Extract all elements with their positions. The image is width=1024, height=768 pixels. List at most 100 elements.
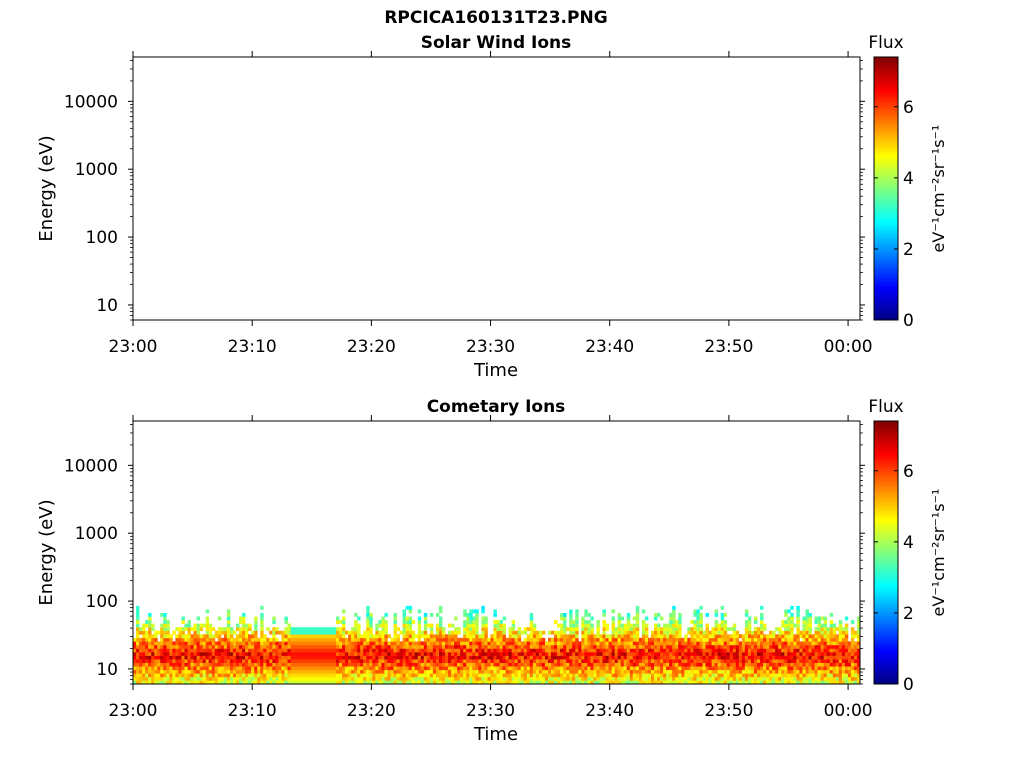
spectrogram-cell: [151, 676, 155, 681]
spectrogram-cell: [535, 644, 540, 649]
spectrogram-cell: [148, 627, 152, 632]
spectrogram-cell: [626, 669, 631, 674]
spectrogram-cell: [357, 627, 361, 632]
spectrogram-cell: [835, 644, 840, 649]
spectrogram-cell: [305, 634, 310, 639]
spectrogram-cell: [451, 623, 455, 628]
spectrogram-cell: [799, 676, 803, 681]
spectrogram-cell: [644, 676, 649, 681]
spectrogram-cell: [769, 644, 773, 649]
spectrogram-cell: [311, 673, 316, 678]
spectrogram-cell: [611, 644, 616, 649]
spectrogram-cell: [814, 669, 818, 674]
spectrogram-cell: [575, 655, 579, 660]
spectrogram-cell: [342, 637, 346, 642]
spectrogram-cell: [684, 659, 688, 663]
spectrogram-cell: [402, 630, 407, 635]
spectrogram-cell: [626, 616, 631, 621]
spectrogram-cell: [641, 644, 646, 649]
spectrogram-cell: [205, 609, 210, 614]
spectrogram-cell: [296, 673, 301, 678]
spectrogram-cell: [856, 662, 861, 667]
spectrogram-cell: [557, 655, 561, 660]
spectrogram-cell: [263, 652, 267, 656]
spectrogram-cell: [402, 659, 407, 663]
spectrogram-cell: [569, 676, 573, 681]
spectrogram-cell: [802, 627, 806, 632]
spectrogram-cell: [363, 669, 367, 674]
spectrogram-cell: [133, 666, 137, 671]
spectrogram-cell: [435, 669, 440, 674]
spectrogram-cell: [235, 644, 240, 649]
spectrogram-cell: [342, 673, 346, 678]
spectrogram-cell: [326, 666, 331, 671]
spectrogram-cell: [345, 641, 349, 646]
spectrogram-cell: [717, 623, 722, 628]
spectrogram-cell: [520, 630, 525, 635]
spectrogram-cell: [596, 627, 600, 632]
spectrogram-cell: [348, 648, 352, 653]
spectrogram-cell: [220, 644, 225, 649]
spectrogram-cell: [305, 637, 310, 642]
spectrogram-cell: [408, 630, 413, 635]
spectrogram-cell: [484, 652, 488, 656]
spectrogram-cell: [632, 669, 637, 674]
spectrogram-cell: [626, 620, 631, 624]
spectrogram-cell: [850, 620, 855, 624]
spectrogram-cell: [260, 666, 264, 671]
spectrogram-cell: [690, 676, 694, 681]
spectrogram-cell: [587, 630, 591, 635]
spectrogram-cell: [544, 673, 549, 678]
spectrogram-cell: [690, 641, 694, 646]
spectrogram-cell: [778, 634, 782, 639]
spectrogram-cell: [796, 612, 800, 617]
spectrogram-cell: [799, 659, 803, 663]
spectrogram-cell: [584, 612, 588, 617]
spectrogram-cell: [148, 612, 152, 617]
spectrogram-cell: [557, 676, 561, 681]
spectrogram-cell: [732, 680, 737, 685]
spectrogram-cell: [287, 669, 291, 674]
spectrogram-cell: [838, 641, 843, 646]
spectrogram-cell: [578, 659, 582, 663]
plot-frame: [132, 420, 861, 685]
spectrogram-cell: [681, 637, 685, 642]
spectrogram-cell: [463, 609, 467, 614]
spectrogram-cell: [175, 659, 179, 663]
spectrogram-cell: [154, 669, 158, 674]
spectrogram-cell: [481, 616, 485, 621]
spectrogram-cell: [266, 655, 270, 660]
spectrogram-cell: [142, 630, 146, 635]
spectrogram-cell: [199, 634, 204, 639]
spectrogram-cell: [817, 659, 822, 663]
spectrogram-cell: [602, 655, 606, 660]
spectrogram-cell: [790, 637, 794, 642]
spectrogram-cell: [623, 676, 628, 681]
spectrogram-cell: [448, 680, 452, 685]
spectrogram-cell: [750, 662, 755, 667]
spectrogram-cell: [496, 662, 500, 667]
spectrogram-cell: [708, 662, 712, 667]
spectrogram-cell: [620, 623, 625, 628]
spectrogram-cell: [469, 620, 473, 624]
spectrogram-cell: [605, 680, 609, 685]
spectrogram-cell: [475, 648, 479, 653]
spectrogram-cell: [632, 666, 637, 671]
spectrogram-cell: [548, 666, 552, 671]
spectrogram-cell: [647, 652, 652, 656]
spectrogram-cell: [226, 630, 231, 635]
spectrogram-cell: [411, 644, 416, 649]
spectrogram-cell: [145, 676, 149, 681]
spectrogram-cell: [538, 666, 543, 671]
spectrogram-cell: [139, 627, 143, 632]
spectrogram-cell: [496, 652, 500, 656]
spectrogram-cell: [823, 634, 828, 639]
spectrogram-cell: [505, 676, 510, 681]
spectrogram-cell: [663, 673, 667, 678]
spectrogram-cell: [611, 652, 616, 656]
spectrogram-cell: [281, 637, 285, 642]
spectrogram-cell: [384, 676, 388, 681]
spectrogram-cell: [317, 648, 322, 653]
spectrogram-cell: [647, 680, 652, 685]
spectrogram-cell: [438, 680, 443, 685]
